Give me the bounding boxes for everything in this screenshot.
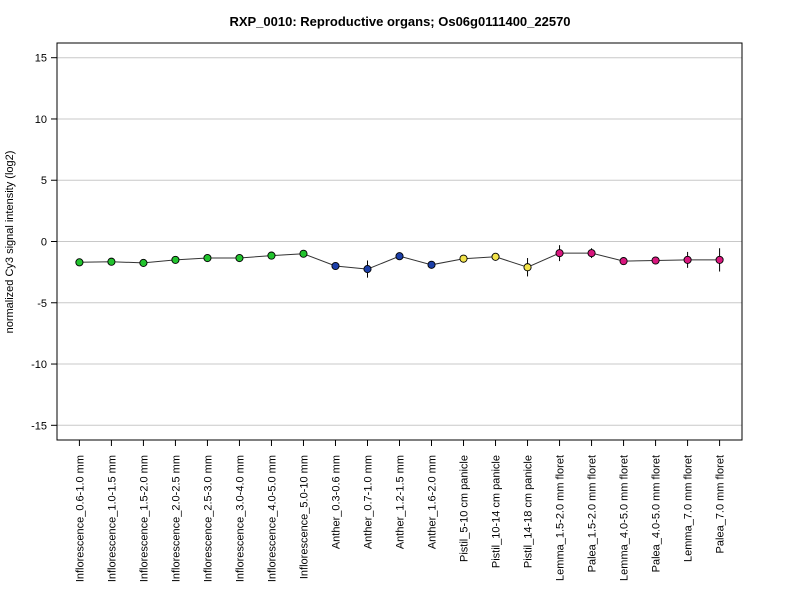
data-point (395, 252, 404, 261)
data-point (139, 258, 148, 267)
y-axis: -15 -10 -5 0 5 10 15 (31, 53, 57, 432)
x-tick-label: Anther_0.3-0.6 mm (330, 455, 342, 549)
x-tick-label: Pistil_10-14 cm panicle (491, 455, 503, 568)
x-tick-label: Inflorescence_2.0-2.5 mm (170, 455, 182, 582)
grid-lines (57, 57, 742, 426)
y-axis-label: normalized Cy3 signal intensity (log2) (4, 151, 16, 334)
data-point (491, 252, 500, 261)
x-tick-label: Anther_0.7-1.0 mm (362, 455, 374, 549)
data-point (523, 263, 532, 272)
x-tick-label: Inflorescence_3.0-4.0 mm (234, 455, 246, 582)
y-tick-label: -5 (37, 298, 47, 310)
x-tick-label: Inflorescence_5.0-10 mm (298, 455, 310, 579)
x-tick-label: Pistil_14-18 cm panicle (523, 455, 535, 568)
data-point (555, 249, 564, 258)
data-point (75, 258, 84, 267)
series-expression (75, 245, 724, 278)
data-point (267, 251, 276, 260)
x-tick-label: Palea_7.0 mm floret (715, 455, 727, 553)
y-tick-label: -10 (31, 359, 47, 371)
y-tick-label: -15 (31, 420, 47, 432)
data-point (651, 256, 660, 265)
x-tick-label: Inflorescence_4.0-5.0 mm (266, 455, 278, 582)
data-point (587, 249, 596, 258)
y-tick-label: 15 (35, 53, 47, 65)
x-tick-label: Inflorescence_1.5-2.0 mm (138, 455, 150, 582)
plot-frame (56, 42, 743, 441)
y-tick-label: 10 (35, 114, 47, 126)
x-tick-label: Lemma_1.5-2.0 mm floret (555, 455, 567, 581)
x-tick-label: Anther_1.6-2.0 mm (427, 455, 439, 549)
chart-title: RXP_0010: Reproductive organs; Os06g0111… (229, 14, 570, 29)
x-tick-label: Palea_4.0-5.0 mm floret (651, 455, 663, 572)
x-tick-label: Inflorescence_2.5-3.0 mm (202, 455, 214, 582)
data-point (459, 254, 468, 263)
data-point (235, 253, 244, 263)
x-tick-label: Pistil_5-10 cm panicle (459, 455, 471, 562)
x-tick-label: Lemma_4.0-5.0 mm floret (619, 455, 631, 581)
x-tick-label: Palea_1.5-2.0 mm floret (587, 455, 599, 572)
x-tick-label: Lemma_7.0 mm floret (683, 455, 695, 562)
x-axis: Inflorescence_0.6-1.0 mm Inflorescence_1.… (74, 440, 727, 582)
x-tick-label: Inflorescence_1.0-1.5 mm (106, 455, 118, 582)
data-point (171, 255, 180, 264)
data-point (363, 265, 372, 274)
y-tick-label: 5 (41, 175, 47, 187)
data-point (299, 249, 308, 258)
data-point (331, 261, 340, 271)
x-tick-label: Anther_1.2-1.5 mm (395, 455, 407, 549)
data-point (427, 260, 436, 269)
data-point (715, 255, 724, 264)
data-point (619, 257, 628, 266)
data-point (203, 253, 212, 263)
y-tick-label: 0 (41, 237, 47, 249)
x-tick-label: Inflorescence_0.6-1.0 mm (74, 455, 86, 582)
data-point (683, 255, 692, 264)
data-point (107, 257, 116, 266)
